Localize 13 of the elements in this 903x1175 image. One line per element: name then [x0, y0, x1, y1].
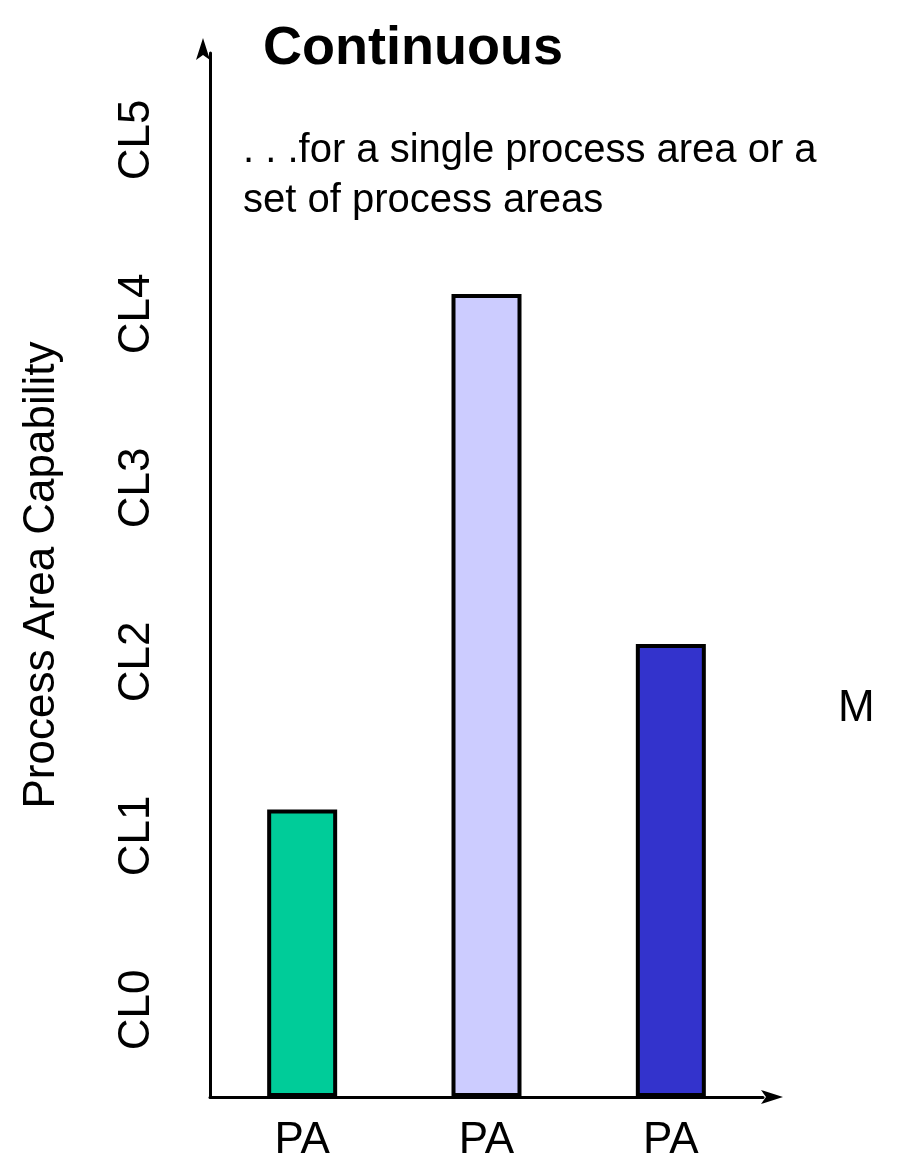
text: CL3	[108, 447, 158, 529]
text: CL0	[108, 969, 158, 1051]
y-axis-title: Process Area Capability	[13, 341, 63, 809]
text: CL4	[108, 273, 158, 355]
text: CL1	[108, 795, 158, 877]
text: CL5	[108, 99, 158, 181]
text: . . .for a single process area or a set of process areas	[243, 126, 828, 220]
x-tick-label: PA	[643, 1112, 700, 1162]
x-tick-label: PA	[458, 1112, 515, 1162]
text: CL2	[108, 621, 158, 703]
chart-title: Continuous	[263, 15, 563, 75]
x-tick-label: PA	[274, 1112, 331, 1162]
text: M	[838, 680, 875, 730]
